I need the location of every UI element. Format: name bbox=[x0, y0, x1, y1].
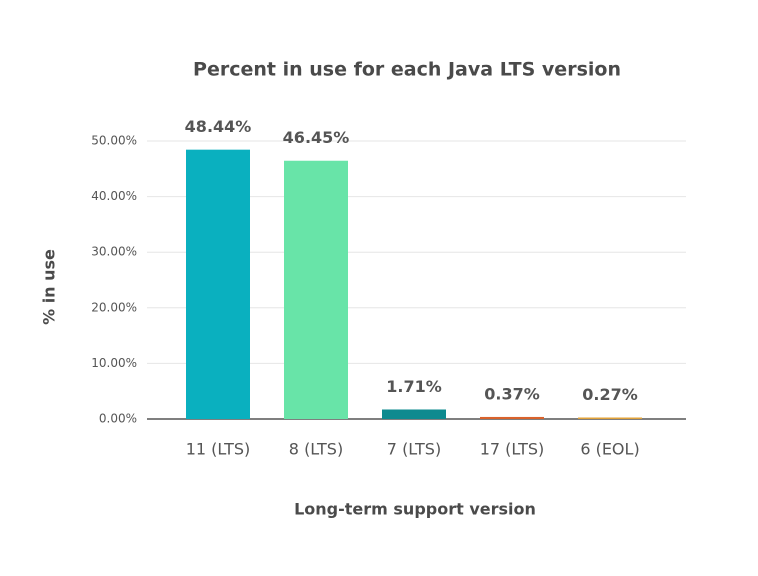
bar bbox=[382, 409, 446, 419]
value-label: 0.27% bbox=[582, 385, 638, 404]
x-axis-label: Long-term support version bbox=[294, 500, 536, 519]
bar bbox=[578, 417, 642, 419]
x-tick-label: 6 (EOL) bbox=[580, 440, 639, 459]
bar bbox=[186, 149, 250, 420]
y-axis-label: % in use bbox=[40, 249, 59, 325]
chart-title: Percent in use for each Java LTS version bbox=[193, 59, 621, 81]
y-tick-label: 40.00% bbox=[91, 189, 137, 203]
value-label: 1.71% bbox=[386, 377, 442, 396]
y-tick-label: 0.00% bbox=[99, 412, 137, 426]
y-tick-label: 50.00% bbox=[91, 134, 137, 148]
y-tick-label: 10.00% bbox=[91, 356, 137, 370]
y-tick-label: 30.00% bbox=[91, 245, 137, 259]
bar bbox=[480, 416, 544, 419]
value-label: 0.37% bbox=[484, 384, 540, 403]
bar bbox=[284, 160, 348, 419]
x-tick-label: 8 (LTS) bbox=[289, 440, 343, 459]
value-label: 48.44% bbox=[185, 117, 252, 136]
x-tick-label: 11 (LTS) bbox=[186, 440, 251, 459]
value-label: 46.45% bbox=[283, 128, 350, 147]
x-tick-label: 17 (LTS) bbox=[480, 440, 545, 459]
y-tick-label: 20.00% bbox=[91, 300, 137, 314]
x-tick-label: 7 (LTS) bbox=[387, 440, 441, 459]
